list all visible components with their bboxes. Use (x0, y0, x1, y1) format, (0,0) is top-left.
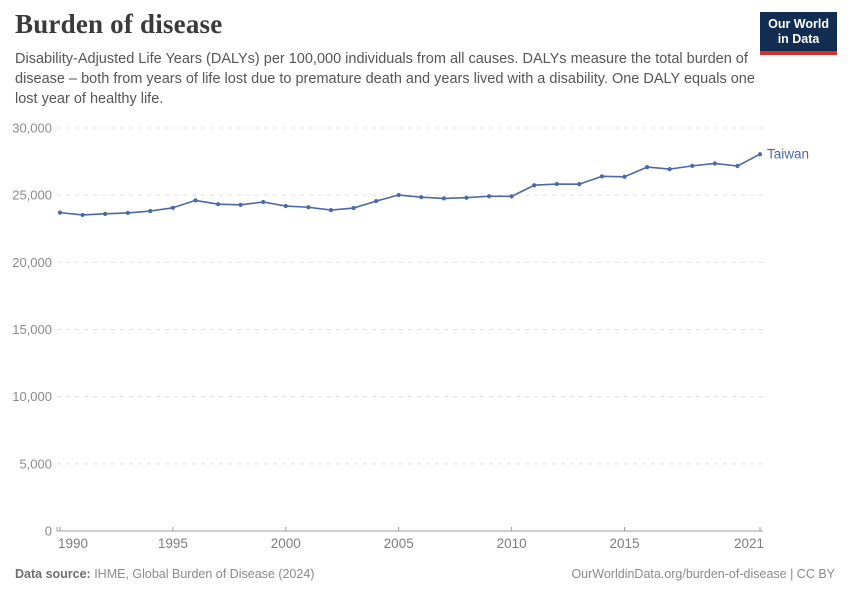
data-point[interactable] (532, 183, 537, 188)
data-point[interactable] (57, 210, 63, 215)
data-point[interactable] (170, 205, 176, 210)
x-tick-label: 2010 (497, 536, 527, 551)
data-point[interactable] (712, 161, 717, 166)
data-point[interactable] (486, 194, 492, 199)
data-point[interactable] (215, 202, 221, 207)
data-point[interactable] (238, 202, 243, 207)
data-point[interactable] (148, 208, 153, 214)
x-tick-label: 2015 (609, 536, 639, 551)
x-tick-label: 2005 (384, 536, 414, 551)
data-point[interactable] (328, 207, 334, 213)
data-point[interactable] (80, 212, 85, 218)
data-source-value: IHME, Global Burden of Disease (2024) (90, 567, 315, 581)
y-tick-label: 0 (45, 524, 52, 539)
data-point[interactable] (622, 174, 627, 179)
chart-footer: Data source: IHME, Global Burden of Dise… (15, 567, 835, 581)
y-tick-label: 15,000 (12, 322, 52, 337)
owid-logo-line1: Our World (768, 17, 829, 31)
x-tick-label: 2000 (271, 536, 301, 551)
y-tick-label: 20,000 (12, 255, 52, 270)
chart-subtitle: Disability-Adjusted Life Years (DALYs) p… (15, 51, 755, 107)
data-point[interactable] (283, 203, 288, 209)
data-point[interactable] (757, 152, 763, 157)
y-tick-label: 30,000 (12, 121, 52, 136)
data-source: Data source: IHME, Global Burden of Dise… (15, 567, 314, 581)
data-point[interactable] (667, 167, 672, 172)
y-tick-label: 5,000 (19, 456, 52, 471)
x-tick-label: 1990 (58, 536, 88, 551)
data-point[interactable] (464, 195, 469, 200)
data-point[interactable] (599, 174, 605, 179)
x-tick-label: 1995 (158, 536, 188, 551)
data-point[interactable] (306, 205, 311, 210)
owid-logo[interactable]: Our World in Data (760, 12, 837, 55)
data-point[interactable] (735, 163, 740, 169)
data-point[interactable] (577, 182, 582, 187)
data-point[interactable] (125, 210, 130, 215)
data-point[interactable] (554, 181, 559, 187)
x-tick-label: 2021 (734, 536, 764, 551)
footer-link[interactable]: OurWorldinData.org/burden-of-disease | C… (571, 567, 835, 581)
data-point[interactable] (193, 198, 198, 203)
y-tick-label: 10,000 (12, 389, 52, 404)
data-point[interactable] (396, 192, 401, 198)
data-source-label: Data source: (15, 567, 91, 581)
data-point[interactable] (103, 211, 108, 216)
page-title: Burden of disease (15, 9, 223, 39)
data-point[interactable] (374, 198, 379, 204)
data-point[interactable] (419, 195, 424, 200)
data-point[interactable] (261, 199, 266, 205)
data-point[interactable] (690, 163, 695, 168)
owid-logo-line2: in Data (777, 31, 820, 46)
taiwan-series-label: Taiwan (767, 147, 809, 162)
data-point[interactable] (441, 196, 446, 201)
y-tick-label: 25,000 (12, 188, 52, 203)
data-point[interactable] (644, 164, 650, 170)
data-point[interactable] (509, 194, 514, 199)
data-point[interactable] (351, 205, 356, 211)
taiwan-line[interactable] (59, 153, 761, 216)
